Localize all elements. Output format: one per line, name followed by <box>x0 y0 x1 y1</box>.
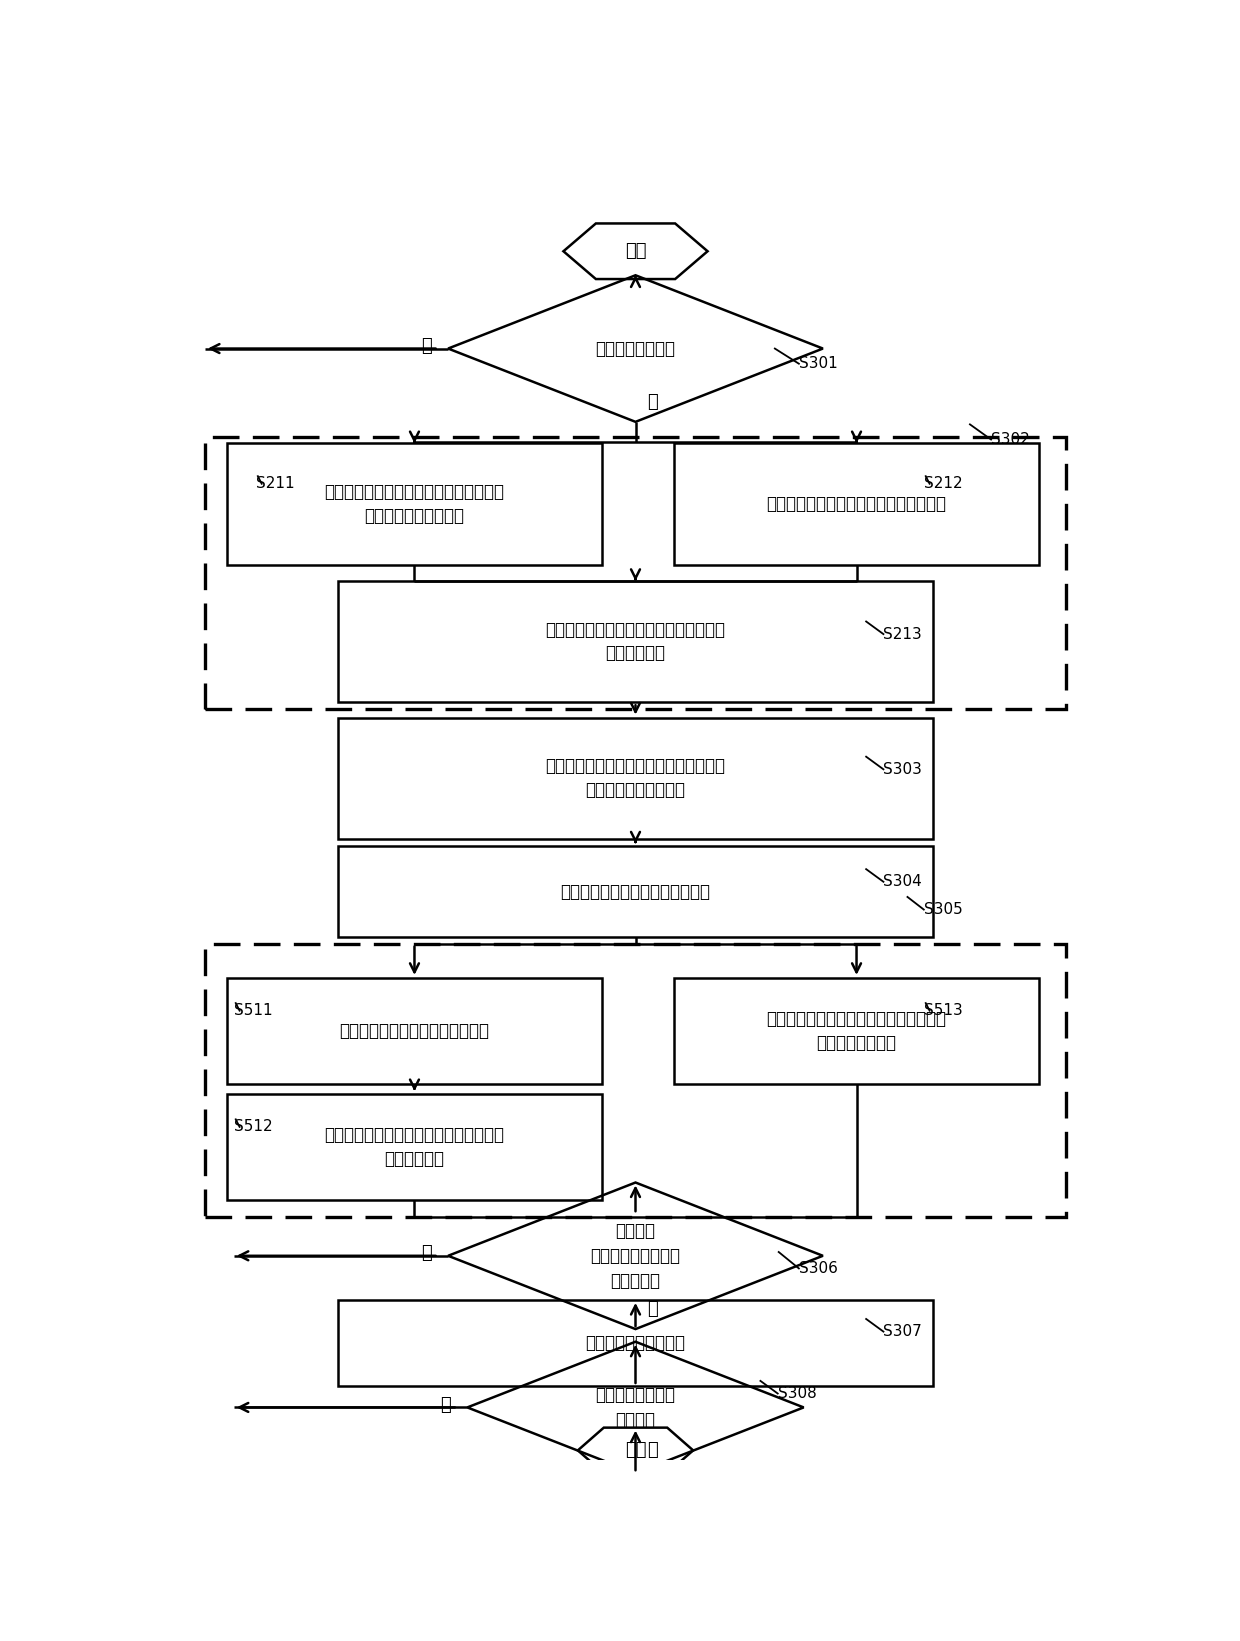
Text: 开始: 开始 <box>625 243 646 261</box>
Text: 否: 否 <box>440 1396 451 1415</box>
Text: 将差值大于预设范围的标准差所对应的局
部区域确定为结冰位置: 将差值大于预设范围的标准差所对应的局 部区域确定为结冰位置 <box>546 758 725 799</box>
Text: 分别将多个标准差与环境温度指标做差，
得到多个差值: 分别将多个标准差与环境温度指标做差， 得到多个差值 <box>546 620 725 663</box>
Text: 判断是否满足第二
预设条件: 判断是否满足第二 预设条件 <box>595 1387 676 1429</box>
Text: 计算得到各个叶片上各个局部区域的多个
局部温度信号的标准差: 计算得到各个叶片上各个局部区域的多个 局部温度信号的标准差 <box>325 482 505 525</box>
Text: S511: S511 <box>234 1003 273 1017</box>
Text: S304: S304 <box>883 875 923 889</box>
Text: 是: 是 <box>647 392 657 410</box>
Text: 计算得到预设滑动窗口内的环境温度指标: 计算得到预设滑动窗口内的环境温度指标 <box>766 496 946 514</box>
Text: 进行除冰面积估算，得到除冰面积: 进行除冰面积估算，得到除冰面积 <box>340 1022 490 1040</box>
Text: 判断第二
计算结果是否满足第
一预设条件: 判断第二 计算结果是否满足第 一预设条件 <box>590 1223 681 1290</box>
Text: S302: S302 <box>991 432 1030 446</box>
Text: 结束: 结束 <box>625 1441 646 1459</box>
Text: S211: S211 <box>255 476 295 491</box>
Text: 是: 是 <box>647 1441 657 1459</box>
Text: 控制除冰设备停止除冰: 控制除冰设备停止除冰 <box>585 1334 686 1352</box>
Text: S305: S305 <box>924 903 962 917</box>
Text: S306: S306 <box>799 1260 838 1277</box>
Text: S301: S301 <box>799 356 838 371</box>
Text: S308: S308 <box>777 1387 816 1401</box>
Text: S307: S307 <box>883 1324 923 1339</box>
Text: S303: S303 <box>883 761 923 776</box>
Text: 是: 是 <box>647 1300 657 1318</box>
Text: S512: S512 <box>234 1119 273 1134</box>
Text: S213: S213 <box>883 627 923 642</box>
Text: S212: S212 <box>924 476 962 491</box>
Text: 判断叶片是否结冰: 判断叶片是否结冰 <box>595 340 676 358</box>
Text: 对估算得到的除冰面积求微分，得到除冰
面积的微分值: 对估算得到的除冰面积求微分，得到除冰 面积的微分值 <box>325 1126 505 1168</box>
Text: 否: 否 <box>422 1244 432 1262</box>
Text: 得到当前接收的结冰位置上的多个局部状
态信号的上升速度: 得到当前接收的结冰位置上的多个局部状 态信号的上升速度 <box>766 1011 946 1052</box>
Text: 控制除冰设备对结冰位置进行除冰: 控制除冰设备对结冰位置进行除冰 <box>560 883 711 901</box>
Text: S513: S513 <box>924 1003 962 1017</box>
Text: 否: 否 <box>422 336 432 354</box>
